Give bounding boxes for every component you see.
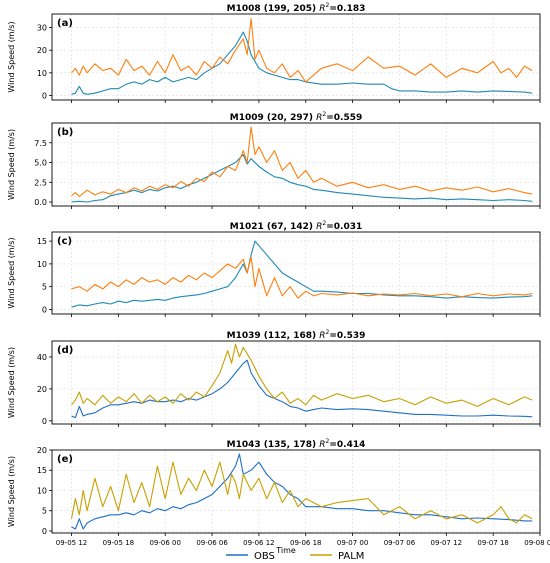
plot-frame [51,449,541,534]
x-tick-label: 09-07 06 [384,539,416,547]
plot-frame [51,231,541,315]
panel-4: 0 20 40 (d) M1039 (112, 168) R2=0.539 Wind Sp… [7,329,541,427]
y-tick-label: 0 [42,305,47,314]
y-axis-label: Wind Speed (m/s) [7,347,16,418]
r2-value: =0.031 [326,222,362,232]
y-tick-label: 0.0 [34,198,47,207]
r2-value: =0.183 [329,4,365,14]
panel-label: (a) [57,18,73,29]
y-axis-label: Wind Speed (m/s) [7,237,16,308]
obs-series-line [71,154,533,203]
y-tick-label: 5 [42,283,47,292]
r2-symbol: R [316,222,322,232]
r2-superscript: 2 [322,220,326,227]
y-tick-label: 10 [37,69,47,78]
y-axis-label: Wind Speed (m/s) [7,129,16,200]
panel-title: M1009 (20, 297) R2=0.559 [230,111,362,123]
plot-frame [51,13,541,101]
y-tick-label: 20 [37,385,47,394]
y-tick-label: 10 [37,486,47,495]
palm-series-line [71,126,533,198]
station-title: M1009 (20, 297) [230,113,316,123]
y-tick-label: 5.0 [34,159,47,168]
y-tick-label: 5 [42,507,47,516]
r2-superscript: 2 [326,329,330,336]
station-title: M1043 (135, 178) [227,440,320,450]
r2-symbol: R [319,4,325,14]
y-tick-label: 0 [42,527,47,536]
x-tick-label: 09-06 12 [243,539,274,547]
palm-series-line [70,461,533,524]
panel-2: 0.0 2.5 5.0 7.5 (b) M1009 (20, 297) R2=0.559 W… [7,111,541,209]
x-tick-label: 09-06 00 [149,539,180,547]
y-tick-label: 2.5 [34,178,47,187]
r2-superscript: 2 [326,438,330,445]
y-tick-label: 20 [37,446,47,455]
x-tick-label: 09-08 00 [524,539,550,547]
legend-label-obs: OBS [254,551,275,562]
obs-series-line [71,240,533,308]
panel-title: M1021 (67, 142) R2=0.031 [230,220,362,232]
station-title: M1021 (67, 142) [230,222,316,232]
r2-value: =0.414 [329,440,365,450]
r2-symbol: R [316,113,322,123]
y-tick-label: 0 [42,417,47,426]
obs-series-line [71,453,533,530]
legend: OBS PALM [226,551,364,562]
plot-frame [51,340,541,425]
r2-superscript: 2 [326,2,330,9]
palm-series-line [71,256,533,299]
y-tick-label: 20 [37,46,47,55]
panel-label: (b) [57,127,73,138]
y-axis-label: Wind Speed (m/s) [7,21,16,92]
x-tick-label: 09-07 00 [337,539,368,547]
palm-series-line [71,17,533,83]
palm-series-line [71,343,533,407]
panel-title: M1008 (199, 205) R2=0.183 [227,2,366,14]
x-tick-label: 09-05 18 [103,539,134,547]
y-tick-label: 30 [37,24,47,33]
x-tick-label: 09-05 12 [56,539,87,547]
y-tick-label: 7.5 [34,139,47,148]
station-title: M1008 (199, 205) [227,4,320,14]
panel-label: (e) [57,454,73,465]
y-tick-label: 0 [42,91,47,100]
panel-label: (d) [57,345,73,356]
panel-3: 0 5 10 15 (c) M1021 (67, 142) R2=0.031 Wind Sp… [7,220,541,317]
panel-title: M1043 (135, 178) R2=0.414 [227,438,366,450]
panel-title: M1039 (112, 168) R2=0.539 [227,329,366,341]
x-tick-label: 09-06 18 [290,539,321,547]
plot-frame [51,122,541,207]
r2-symbol: R [319,440,325,450]
y-axis-label: Wind Speed (m/s) [7,456,16,527]
panel-5: 0 5 10 15 20 (e) M1043 (135, 178) R2=0.414 Wind… [7,438,550,555]
r2-value: =0.539 [329,331,365,341]
r2-superscript: 2 [322,111,326,118]
y-tick-label: 15 [37,237,47,246]
obs-series-line [71,359,533,419]
station-title: M1039 (112, 168) [227,331,320,341]
y-tick-label: 40 [37,353,47,362]
panel-1: 0 10 20 30 (a) M1008 (199, 205) R2=0.183 Wind … [7,2,541,103]
x-tick-label: 09-07 18 [477,539,508,547]
legend-label-palm: PALM [338,551,364,562]
y-tick-label: 15 [37,466,47,475]
x-tick-label: 09-07 12 [431,539,462,547]
r2-symbol: R [319,331,325,341]
x-tick-label: 09-06 06 [196,539,228,547]
obs-series-line [71,31,533,95]
x-axis-label: Time [275,546,296,555]
panel-label: (c) [57,236,72,247]
y-tick-label: 10 [37,260,47,269]
r2-value: =0.559 [326,113,362,123]
